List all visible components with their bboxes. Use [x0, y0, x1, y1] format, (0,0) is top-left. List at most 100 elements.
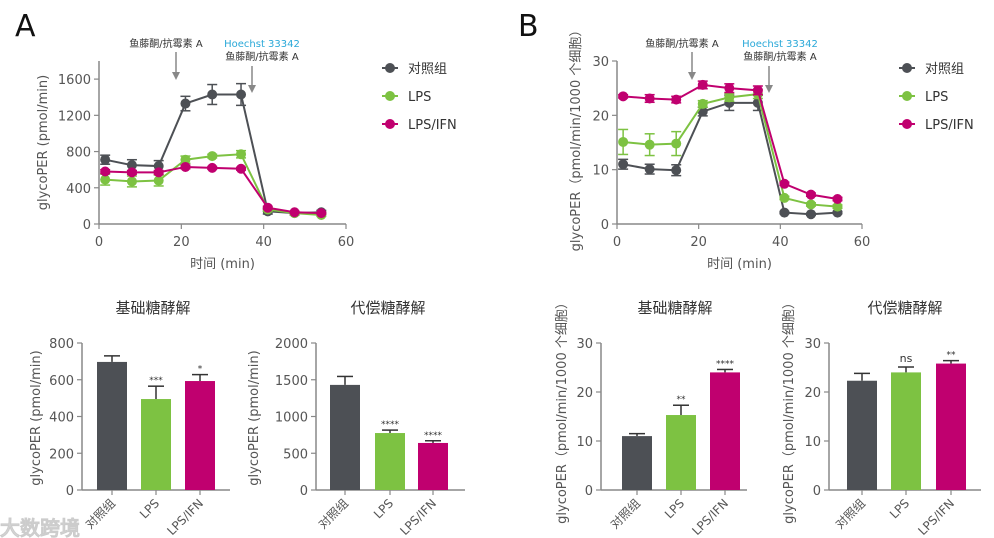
data-point — [180, 154, 191, 165]
y-axis-label: glycoPER（pmol/min/1000 个细胞） — [569, 24, 584, 252]
y-tick-label: 20 — [804, 386, 821, 401]
data-point — [100, 174, 111, 185]
injection-label: 鱼藤酮/抗霉素 A — [645, 37, 719, 50]
y-tick-label: 10 — [592, 164, 609, 179]
y-tick-label: 1000 — [275, 411, 308, 426]
data-point — [100, 166, 111, 177]
data-point — [207, 162, 218, 173]
y-tick-label: 200 — [49, 447, 74, 462]
arrow-head-icon — [248, 85, 256, 93]
series-2 — [100, 161, 327, 219]
x-tick-label: LPS/IFN — [689, 496, 731, 538]
x-tick-label: LPS — [371, 496, 396, 521]
y-tick-label: 500 — [283, 447, 308, 462]
chart-title: 基础糖酵解 — [115, 299, 190, 317]
significance-label: ** — [947, 351, 957, 361]
y-tick-label: 2000 — [275, 337, 308, 352]
y-tick-label: 0 — [585, 484, 593, 499]
y-tick-label: 30 — [576, 337, 593, 352]
bar-chart-A-basal: 基础糖酵解 0 200 400 600 800 glycoPER (pmol/min) 对照组… — [29, 299, 230, 538]
bar — [141, 399, 171, 490]
data-point — [671, 165, 682, 176]
x-tick-label: LPS/IFN — [915, 496, 957, 538]
y-tick-label: 20 — [592, 109, 609, 124]
legend-marker — [902, 91, 912, 101]
y-tick-label: 0 — [601, 218, 609, 233]
data-point — [671, 138, 682, 149]
data-point — [153, 167, 164, 178]
injection-label: 鱼藤酮/抗霉素 A — [225, 50, 299, 63]
bar — [847, 380, 877, 490]
data-point — [779, 207, 790, 218]
chart-title: 代偿糖酵解 — [350, 299, 425, 317]
significance-label: ns — [900, 352, 913, 365]
y-tick-label: 1600 — [58, 73, 91, 88]
x-tick-label: 40 — [772, 235, 789, 250]
legend-label: LPS/IFN — [925, 118, 974, 133]
y-axis-label: glycoPER（pmol/min/1000 个细胞） — [782, 296, 797, 524]
x-tick-label: 0 — [613, 235, 621, 250]
bar — [710, 372, 740, 490]
y-tick-label: 30 — [804, 337, 821, 352]
bar — [330, 384, 360, 490]
significance-label: *** — [149, 376, 163, 386]
data-point — [100, 154, 111, 165]
data-point — [153, 175, 164, 186]
series-0 — [100, 82, 327, 219]
watermark: 大数跨境 — [0, 516, 80, 538]
data-point — [724, 83, 735, 94]
x-tick-label: 20 — [690, 235, 707, 250]
legend-marker — [385, 91, 395, 101]
data-point — [618, 136, 629, 147]
legend-label: 对照组 — [408, 62, 447, 77]
bar — [185, 381, 215, 490]
panel-label: B — [518, 9, 539, 44]
significance-label: **** — [381, 420, 400, 430]
data-point — [180, 98, 191, 109]
y-tick-label: 0 — [66, 484, 74, 499]
bar — [418, 442, 448, 490]
data-point — [207, 89, 218, 100]
data-point — [671, 94, 682, 105]
data-point — [724, 92, 735, 103]
data-point — [752, 85, 763, 96]
x-tick-label: 对照组 — [83, 496, 118, 531]
chart-title: 基础糖酵解 — [637, 299, 712, 317]
significance-label: * — [198, 365, 203, 375]
injection-label-hoechst: Hoechst 33342 — [224, 39, 300, 50]
significance-label: **** — [424, 431, 443, 441]
data-point — [832, 194, 843, 205]
bar-chart-B-basal: 基础糖酵解 0 10 20 30 glycoPER（pmol/min/1000 个细胞） 对… — [555, 296, 747, 538]
legend-label: 对照组 — [925, 62, 964, 77]
data-point — [805, 189, 816, 200]
injection-label: 鱼藤酮/抗霉素 A — [743, 50, 817, 63]
y-tick-label: 600 — [49, 374, 74, 389]
data-point — [236, 149, 247, 160]
legend-label: LPS/IFN — [408, 118, 457, 133]
y-tick-label: 400 — [49, 411, 74, 426]
data-point — [207, 151, 218, 162]
injection-label-hoechst: Hoechst 33342 — [742, 39, 818, 50]
bar-chart-B-comp: 代偿糖酵解 0 10 20 30 glycoPER（pmol/min/1000 个细胞） 对… — [782, 296, 981, 538]
y-axis-label: glycoPER (pmol/min) — [247, 350, 262, 485]
y-tick-label: 0 — [83, 218, 91, 233]
data-point — [180, 161, 191, 172]
data-point — [832, 201, 843, 212]
line-chart-B: B 0 10 20 30 0 20 40 60 时间 (min) glycoPER（pmol/min… — [518, 9, 974, 272]
x-tick-label: 60 — [338, 235, 355, 250]
data-point — [289, 207, 300, 218]
y-tick-label: 800 — [49, 337, 74, 352]
x-tick-label: 20 — [173, 235, 190, 250]
series-2 — [618, 79, 843, 205]
data-point — [126, 167, 137, 178]
bar — [622, 436, 652, 490]
bar — [375, 433, 405, 490]
x-tick-label: LPS/IFN — [164, 496, 206, 538]
y-tick-label: 400 — [66, 182, 91, 197]
significance-label: ** — [677, 395, 687, 405]
data-point — [644, 93, 655, 104]
legend-marker — [385, 119, 395, 129]
data-point — [236, 163, 247, 174]
x-tick-label: LPS — [887, 496, 912, 521]
x-axis-label: 时间 (min) — [190, 257, 255, 272]
